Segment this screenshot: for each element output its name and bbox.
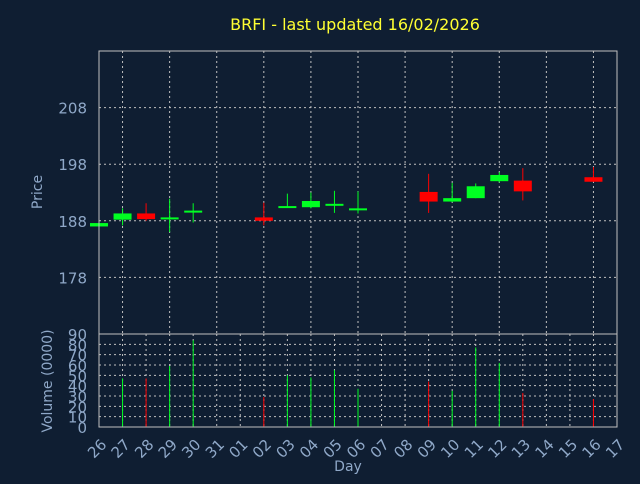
x-tick-label: 11 (461, 436, 487, 462)
chart-title: BRFI - last updated 16/02/2026 (230, 15, 480, 34)
x-tick-label: 15 (555, 436, 581, 462)
volume-axis-label: Volume (0000) (40, 329, 56, 432)
price-axis-label: Price (30, 175, 46, 209)
x-tick-label: 13 (508, 436, 534, 462)
candlestick-series (90, 167, 603, 233)
x-tick-label: 09 (414, 436, 440, 462)
x-tick-label: 08 (390, 436, 416, 462)
candle-body (349, 208, 367, 211)
candle-body (513, 180, 532, 192)
x-tick-label: 30 (178, 436, 204, 462)
candle-body (490, 174, 509, 182)
price-grid (99, 51, 617, 334)
x-tick-label: 01 (225, 436, 251, 462)
x-tick-label: 10 (437, 436, 463, 462)
candle-body (254, 217, 273, 221)
x-tick-label: 17 (602, 436, 628, 462)
price-tick-label: 178 (58, 269, 87, 287)
volume-series (122, 340, 594, 427)
x-tick-label: 07 (367, 436, 393, 462)
candle-body (443, 198, 462, 202)
candle-body (278, 206, 297, 209)
x-tick-label: 16 (579, 436, 605, 462)
x-tick-label: 31 (202, 436, 228, 462)
volume-tick-label: 40 (68, 378, 87, 396)
candle-body (301, 200, 320, 208)
x-tick-label: 26 (84, 436, 110, 462)
x-tick-label: 12 (484, 436, 510, 462)
volume-tick-label: 70 (68, 347, 87, 365)
price-tick-label: 198 (58, 156, 87, 174)
x-tick-label: 04 (296, 436, 322, 462)
candle-body (184, 210, 203, 213)
volume-panel-frame (98, 333, 618, 428)
price-tick-label: 208 (58, 100, 87, 118)
volume-tick-label: 50 (68, 367, 87, 385)
volume-tick-label: 0 (77, 419, 87, 437)
x-axis-label: Day (334, 459, 362, 475)
x-tick-label: 29 (155, 436, 181, 462)
volume-tick-label: 90 (68, 326, 87, 344)
volume-tick-label: 60 (68, 357, 87, 375)
volume-tick-label: 20 (68, 398, 87, 416)
x-tick-label: 27 (108, 436, 134, 462)
volume-tick-label: 10 (68, 409, 87, 427)
candle-body (325, 203, 344, 206)
price-tick-label: 188 (58, 213, 87, 231)
candle-body (160, 217, 179, 220)
x-tick-label: 28 (131, 436, 157, 462)
candle-body (584, 177, 603, 182)
x-tick-label: 14 (531, 436, 557, 462)
candle-body (466, 186, 485, 199)
x-tick-label: 02 (249, 436, 275, 462)
x-tick-label: 03 (272, 436, 298, 462)
x-tick-label: 05 (320, 436, 346, 462)
volume-tick-label: 80 (68, 336, 87, 354)
candle-body (113, 213, 132, 220)
x-ticks: 2627282930310102030405060708091011121314… (84, 436, 628, 462)
price-y-ticks: 178 188 198 208 (58, 100, 87, 288)
candle-body (137, 213, 156, 220)
candle-body (419, 191, 438, 202)
volume-tick-label: 30 (68, 388, 87, 406)
x-tick-label: 06 (343, 436, 369, 462)
